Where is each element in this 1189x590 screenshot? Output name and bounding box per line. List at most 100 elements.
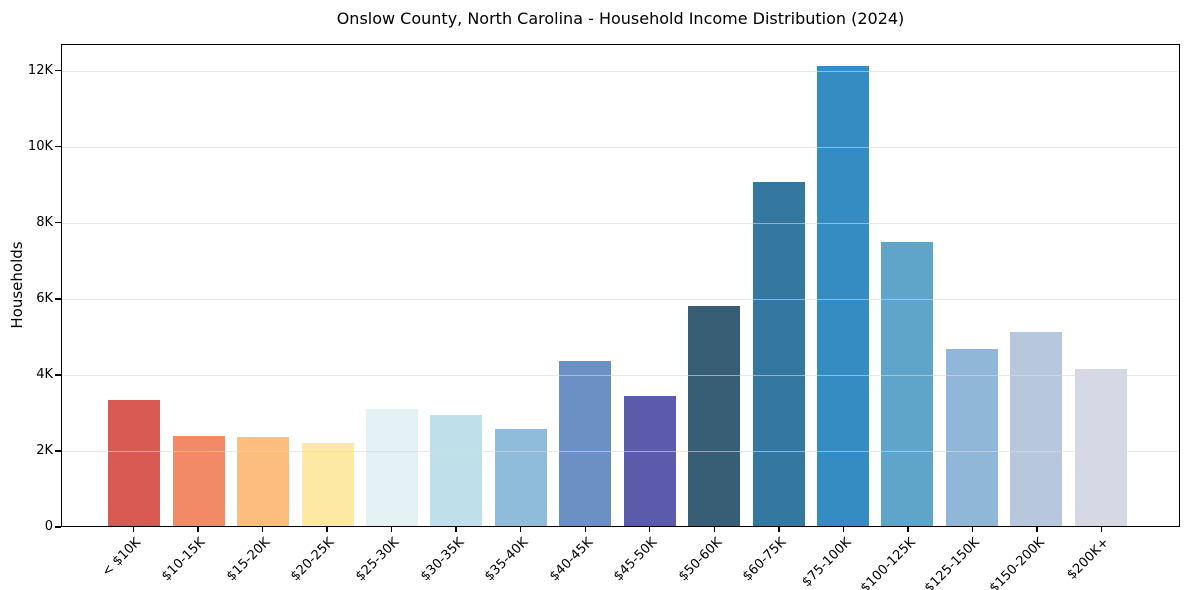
x-label-cell: $15-20K [224, 533, 295, 590]
x-tick-cell [424, 527, 489, 533]
bar [817, 65, 870, 526]
x-tick-mark [907, 527, 909, 532]
x-tick-cell [295, 527, 360, 533]
x-tick-label: $20-25K [288, 535, 338, 585]
bar-slot [682, 45, 746, 526]
x-tick-label: < $10K [99, 535, 144, 580]
y-tick-label: 6K [36, 290, 53, 306]
bar [494, 428, 547, 526]
x-label-cell: < $10K [99, 533, 166, 590]
x-tick-label: $30-35K [417, 535, 467, 585]
x-tick-cell [101, 527, 166, 533]
x-tick-cell [359, 527, 424, 533]
x-label-cell: $10-15K [159, 533, 231, 590]
x-tick-label: $10-15K [159, 535, 209, 585]
x-tick-mark [1036, 527, 1038, 532]
bar-slot [102, 45, 166, 526]
x-tick-label: $25-30K [352, 535, 403, 585]
x-tick-label: $45-50K [611, 535, 661, 585]
x-label-cell: $35-40K [482, 533, 553, 590]
y-tick-mark [55, 374, 61, 376]
x-tick-cell [811, 527, 876, 533]
bar-slot [295, 45, 359, 526]
x-tick-mark [197, 527, 199, 532]
y-tick-mark [55, 298, 61, 300]
bar [237, 436, 290, 526]
y-tick-mark [55, 222, 61, 224]
x-tick-label: $15-20K [223, 535, 274, 585]
y-tick-mark [55, 145, 61, 148]
x-tick-mark [584, 527, 586, 532]
x-tick-cell [1005, 527, 1070, 533]
x-tick-cell [747, 527, 812, 533]
x-tick-label: $60-75K [740, 535, 790, 585]
bar-slot [489, 45, 553, 526]
bar-slot [553, 45, 617, 526]
x-tick-mark [778, 527, 780, 532]
x-tick-cell [940, 527, 1005, 533]
x-tick-label: $200K+ [1064, 535, 1113, 583]
x-tick-mark [390, 527, 393, 532]
x-tick-mark [842, 527, 845, 532]
x-tick-mark [971, 527, 974, 532]
bar-slot [231, 45, 295, 526]
x-label-cell: $25-30K [353, 533, 424, 590]
y-tick-label: 2K [36, 442, 53, 458]
x-axis-ticks [61, 527, 1180, 533]
bar [1074, 368, 1127, 526]
x-tick-mark [261, 527, 264, 532]
plot-area [61, 44, 1180, 527]
y-tick-label: 12K [27, 62, 53, 78]
bar [752, 182, 805, 526]
y-tick-mark [55, 450, 61, 452]
y-tick-label: 0 [44, 519, 53, 534]
x-label-cell: $30-35K [418, 533, 489, 590]
bar-slot [1069, 45, 1133, 526]
bar [365, 408, 418, 526]
bar [559, 361, 612, 526]
bar [945, 348, 998, 526]
x-tick-mark [519, 527, 522, 532]
bar [108, 399, 161, 526]
y-tick-mark [55, 69, 61, 72]
bars-layer [62, 45, 1179, 526]
x-tick-cell [230, 527, 295, 533]
y-tick-label: 4K [36, 366, 53, 382]
x-tick-mark [713, 527, 716, 532]
chart-title: Onslow County, North Carolina - Househol… [336, 9, 905, 28]
x-tick-cell [618, 527, 683, 533]
bar-slot [746, 45, 810, 526]
bar [430, 414, 483, 526]
x-tick-mark [326, 527, 328, 532]
x-tick-mark [455, 527, 457, 532]
bar-slot [1004, 45, 1068, 526]
bar-slot [360, 45, 424, 526]
bar [301, 443, 354, 526]
bar-slot [811, 45, 875, 526]
bar [881, 241, 934, 526]
x-tick-label: $50-60K [675, 535, 725, 585]
bar-slot [618, 45, 682, 526]
x-tick-cell [166, 527, 231, 533]
x-label-cell: $200K+ [1065, 533, 1134, 590]
x-label-cell: $150-200K [987, 533, 1070, 590]
x-tick-mark [1101, 527, 1103, 532]
bar-slot [875, 45, 939, 526]
y-tick-label: 8K [36, 214, 53, 230]
bar-slot [940, 45, 1004, 526]
y-tick-label: 10K [27, 138, 53, 154]
x-axis-labels: < $10K $10-15K $15-20K $20-25K $25-30K $30-35… [61, 533, 1180, 590]
x-tick-label: $35-40K [482, 535, 532, 585]
x-label-cell: $50-60K [676, 533, 747, 590]
x-tick-cell [553, 527, 618, 533]
x-tick-cell [1069, 527, 1134, 533]
x-label-cell: $20-25K [288, 533, 360, 590]
x-tick-cell [876, 527, 941, 533]
x-tick-label: $40-45K [546, 535, 596, 585]
x-tick-mark [132, 527, 134, 532]
x-label-cell: $45-50K [611, 533, 683, 590]
x-tick-cell [488, 527, 553, 533]
y-axis-label: Households [8, 241, 26, 329]
bar [623, 396, 676, 526]
x-label-cell: $40-45K [547, 533, 618, 590]
